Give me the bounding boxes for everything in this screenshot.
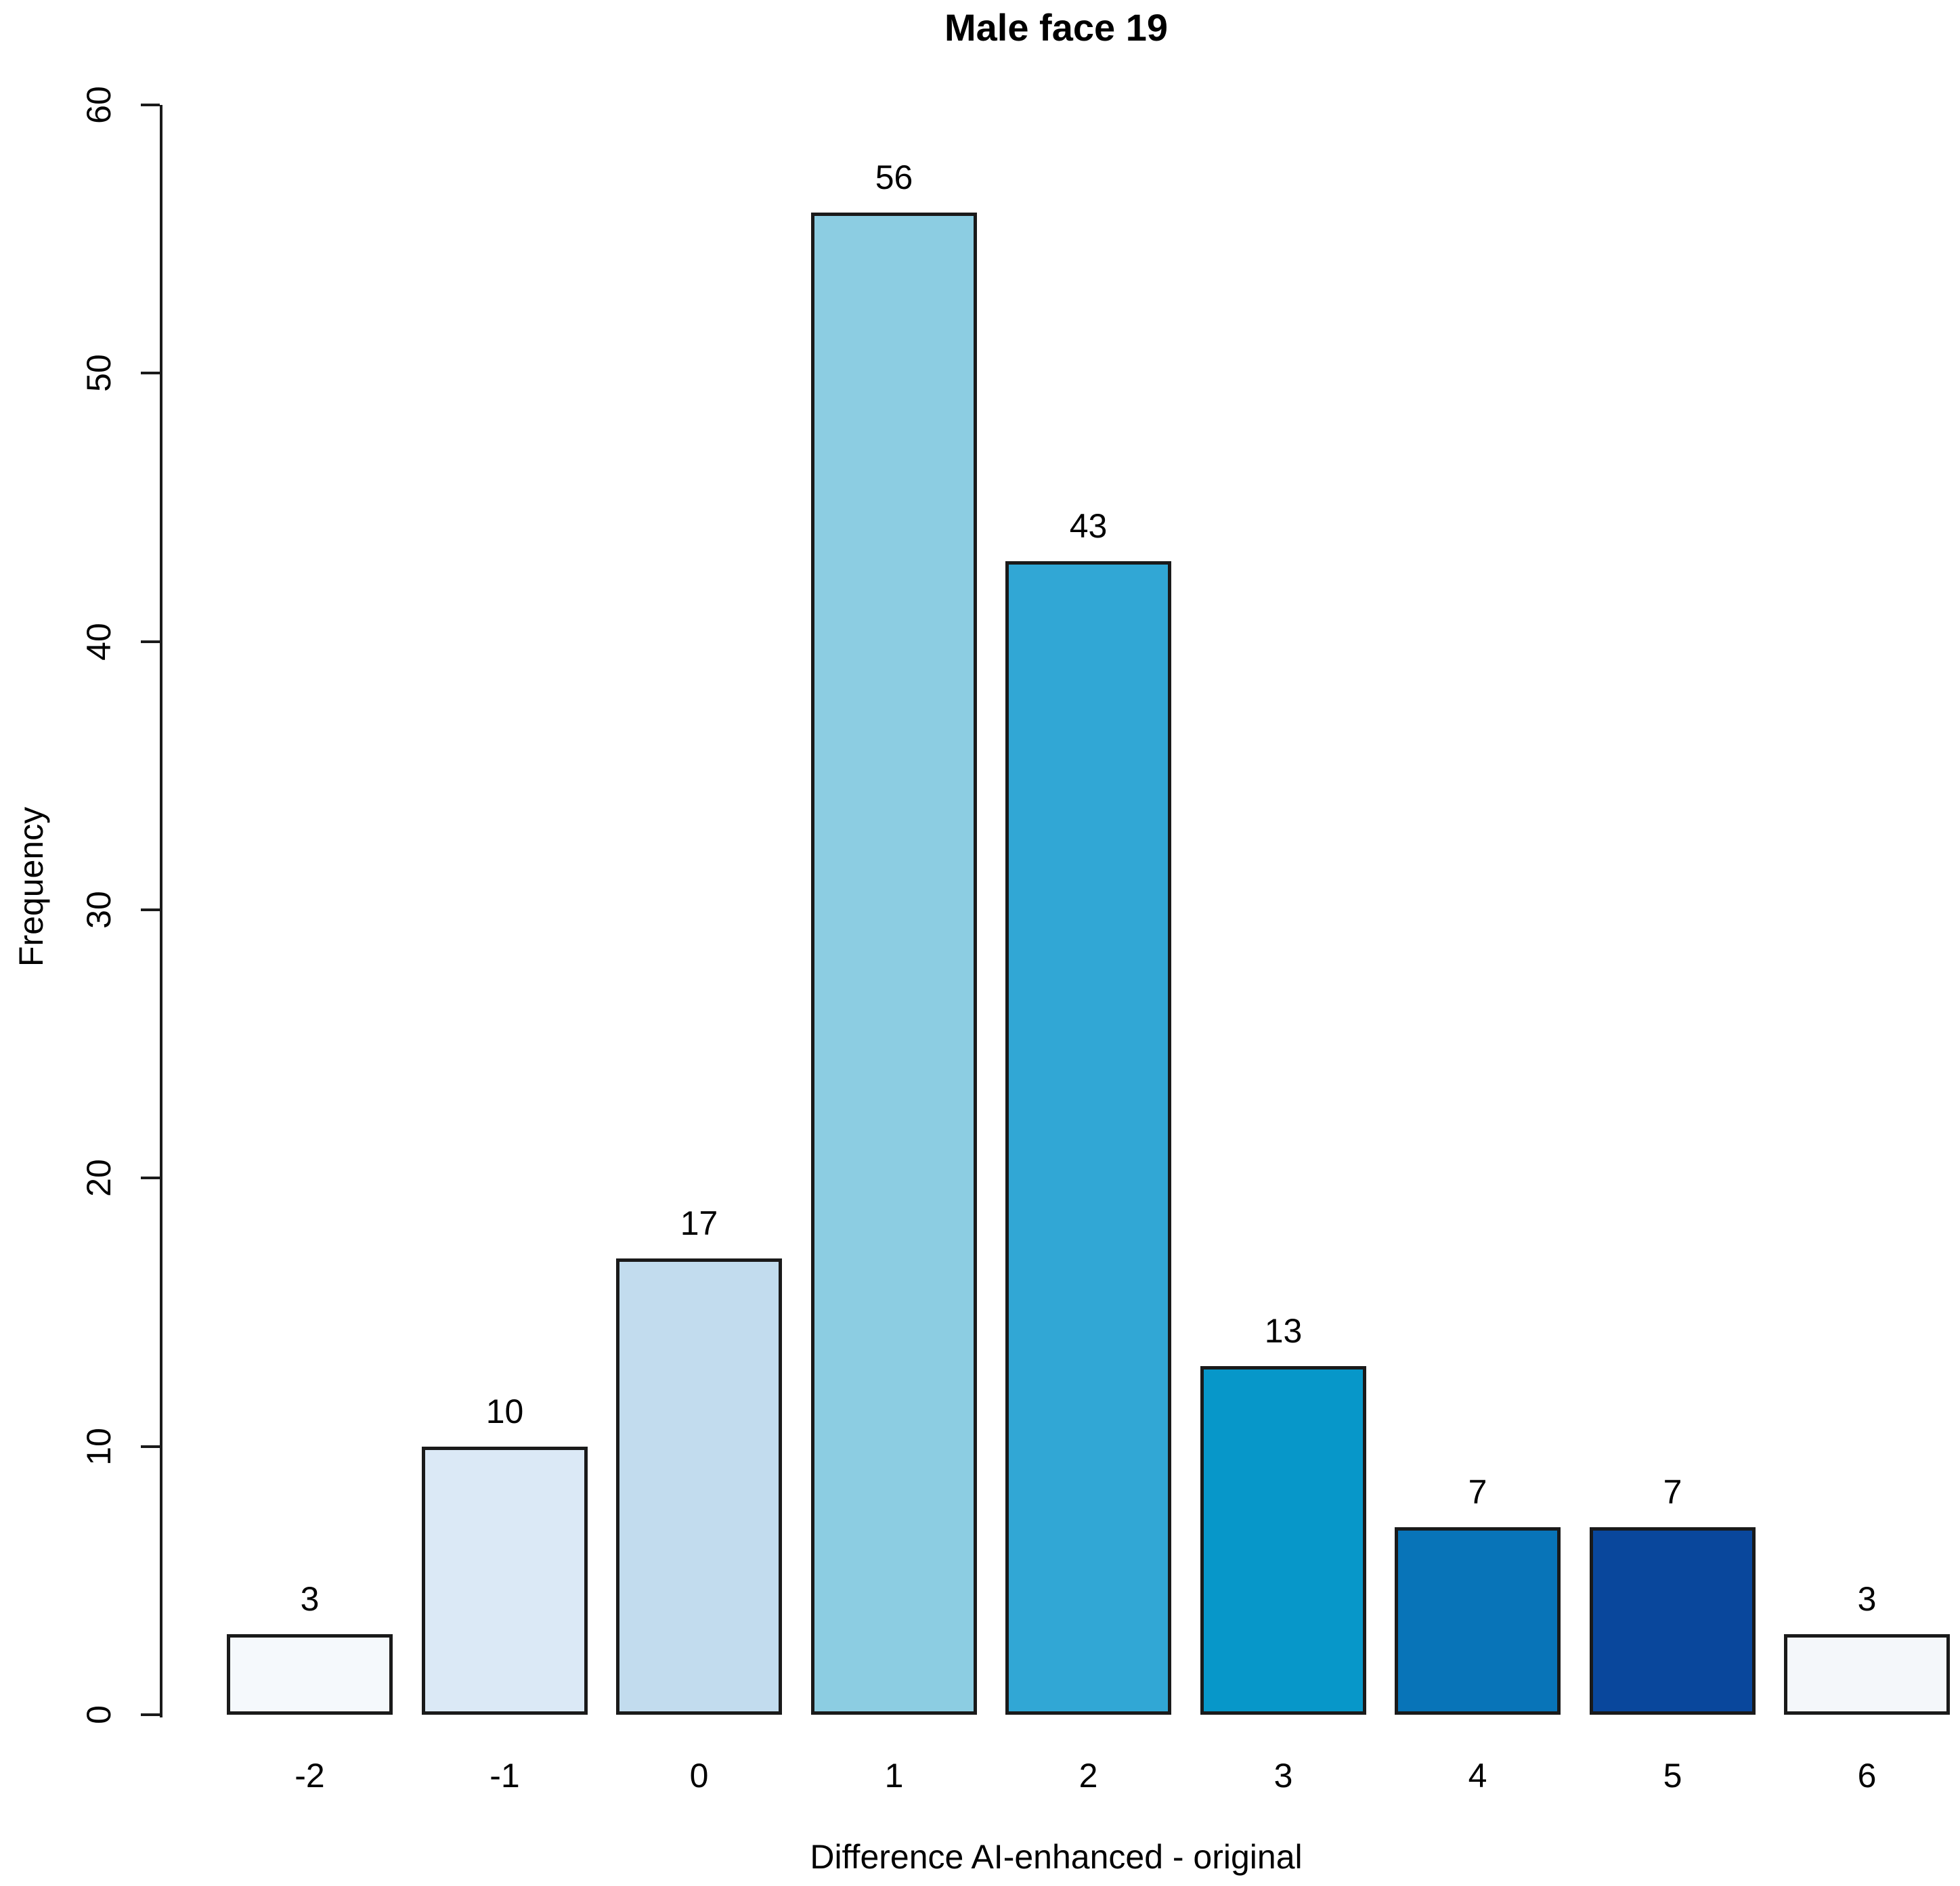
- x-tick-label: 3: [1273, 1757, 1293, 1795]
- bar-value-label: 3: [300, 1580, 320, 1618]
- x-tick-label: 2: [1079, 1757, 1098, 1795]
- y-tick: [141, 372, 160, 375]
- y-tick: [141, 640, 160, 643]
- x-tick-label: 0: [689, 1757, 709, 1795]
- bar-value-label: 56: [875, 158, 913, 196]
- y-tick: [141, 104, 160, 106]
- x-tick-label: 4: [1468, 1757, 1487, 1795]
- y-axis-line: [160, 105, 162, 1717]
- y-tick-label: 0: [80, 1705, 118, 1724]
- y-tick-label: 50: [80, 354, 118, 393]
- x-tick-label: -1: [489, 1757, 520, 1795]
- bar: [616, 1258, 782, 1715]
- y-tick-label: 10: [80, 1427, 118, 1466]
- y-axis-title: Frequency: [12, 806, 50, 967]
- bar-value-label: 7: [1468, 1473, 1487, 1511]
- chart-title: Male face 19: [944, 6, 1168, 49]
- x-tick-label: 1: [884, 1757, 904, 1795]
- bar: [1590, 1527, 1756, 1715]
- x-tick-label: 5: [1663, 1757, 1682, 1795]
- bar-value-label: 43: [1069, 507, 1108, 545]
- x-tick-label: -2: [295, 1757, 325, 1795]
- y-tick: [141, 908, 160, 911]
- y-tick-label: 20: [80, 1159, 118, 1198]
- bar-value-label: 3: [1857, 1580, 1877, 1618]
- y-tick: [141, 1445, 160, 1448]
- x-axis-title: Difference AI-enhanced - original: [810, 1838, 1303, 1876]
- bar-value-label: 7: [1663, 1473, 1682, 1511]
- x-tick-label: 6: [1857, 1757, 1877, 1795]
- y-tick: [141, 1177, 160, 1180]
- y-tick-label: 30: [80, 891, 118, 929]
- bar-value-label: 13: [1264, 1312, 1303, 1350]
- bar: [1005, 561, 1171, 1715]
- bar: [422, 1447, 588, 1715]
- bar: [227, 1634, 393, 1715]
- bar: [1395, 1527, 1561, 1715]
- bar: [1200, 1366, 1366, 1715]
- y-tick-label: 40: [80, 622, 118, 661]
- bar-value-label: 10: [485, 1392, 524, 1430]
- bar-value-label: 17: [680, 1204, 718, 1242]
- bar: [811, 213, 977, 1715]
- bar: [1784, 1634, 1950, 1715]
- y-tick: [141, 1713, 160, 1716]
- y-tick-label: 60: [80, 86, 118, 124]
